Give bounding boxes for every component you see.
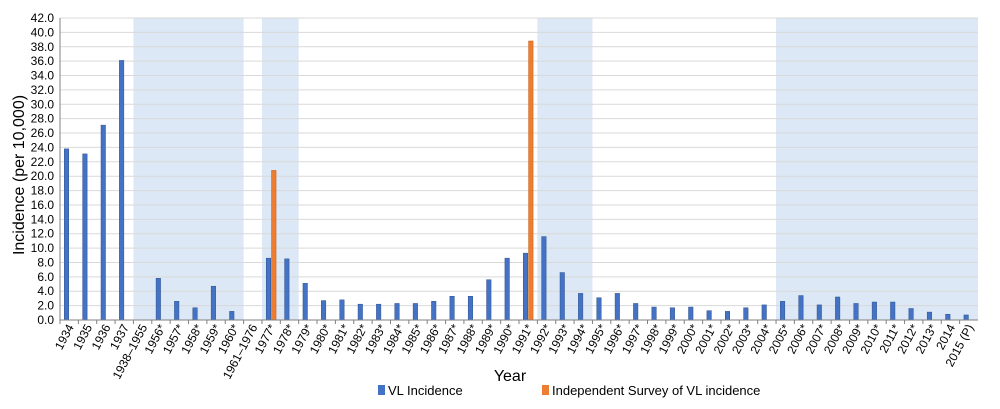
bar-vl-incidence-46 — [908, 308, 914, 321]
y-tick-label: 0.0 — [37, 313, 54, 327]
legend: VL Incidence Independent Survey of VL in… — [378, 383, 760, 398]
bar-vl-incidence-44 — [871, 301, 877, 321]
bar-vl-incidence-1 — [82, 153, 88, 321]
bar-vl-incidence-3 — [119, 60, 125, 321]
y-axis-title: Incidence (per 10,000) — [11, 95, 28, 255]
bar-vl-incidence-9 — [229, 311, 235, 321]
bar-vl-incidence-22 — [467, 296, 473, 321]
bar-vl-incidence-7 — [192, 307, 198, 321]
bar-vl-incidence-43 — [853, 303, 859, 321]
bar-vl-incidence-49 — [963, 314, 969, 321]
bar-vl-incidence-24 — [504, 257, 510, 321]
bar-vl-incidence-20 — [431, 301, 437, 321]
bar-vl-incidence-42 — [835, 296, 841, 321]
y-tick-label: 2.0 — [37, 299, 54, 313]
y-tick-label: 24.0 — [31, 140, 55, 154]
bar-vl-incidence-13 — [302, 283, 308, 321]
shaded-periods — [133, 18, 978, 320]
bar-vl-incidence-45 — [890, 301, 896, 321]
bar-vl-incidence-31 — [633, 303, 639, 321]
y-tick-label: 38.0 — [31, 40, 55, 54]
bar-vl-incidence-12 — [284, 258, 290, 321]
bar-vl-incidence-5 — [155, 278, 161, 321]
bar-vl-incidence-8 — [210, 285, 216, 321]
x-axis-title: Year — [494, 368, 527, 385]
bars — [64, 40, 969, 321]
legend-swatch-vl-incidence — [378, 385, 385, 395]
bar-vl-incidence-25 — [523, 252, 529, 321]
bar-vl-incidence-17 — [376, 303, 382, 321]
bar-vl-incidence-47 — [926, 311, 932, 321]
y-tick-label: 14.0 — [31, 212, 55, 226]
shaded-period-4 — [776, 18, 978, 320]
y-tick-label: 28.0 — [31, 112, 55, 126]
y-tick-label: 4.0 — [37, 284, 54, 298]
bar-vl-incidence-18 — [394, 303, 400, 321]
bar-vl-incidence-19 — [412, 303, 418, 321]
bar-vl-incidence-30 — [614, 293, 620, 321]
y-tick-labels: 0.02.04.06.08.010.012.014.016.018.020.02… — [31, 11, 55, 327]
bar-vl-incidence-29 — [596, 297, 602, 321]
bar-vl-incidence-27 — [559, 272, 565, 321]
bar-vl-incidence-21 — [449, 296, 455, 321]
legend-swatch-independent-survey — [542, 385, 549, 395]
bar-vl-incidence-15 — [339, 299, 345, 321]
bar-vl-incidence-48 — [945, 313, 951, 321]
y-tick-label: 12.0 — [31, 227, 55, 241]
y-tick-label: 6.0 — [37, 270, 54, 284]
y-tick-label: 40.0 — [31, 25, 55, 39]
gridlines — [60, 17, 978, 321]
y-tick-label: 18.0 — [31, 184, 55, 198]
bar-vl-incidence-34 — [688, 306, 694, 321]
bar-vl-incidence-28 — [578, 293, 584, 321]
bar-independent-survey-25 — [528, 40, 534, 321]
y-tick-label: 26.0 — [31, 126, 55, 140]
y-tick-label: 16.0 — [31, 198, 55, 212]
y-tick-label: 8.0 — [37, 255, 54, 269]
bar-vl-incidence-14 — [321, 300, 327, 321]
shaded-period-3 — [537, 18, 593, 320]
y-tick-label: 10.0 — [31, 241, 55, 255]
bar-vl-incidence-38 — [761, 304, 767, 321]
y-tick-label: 34.0 — [31, 69, 55, 83]
y-tick-label: 36.0 — [31, 54, 55, 68]
bar-vl-incidence-33 — [669, 307, 675, 321]
bar-vl-incidence-26 — [541, 236, 547, 321]
y-tick-label: 32.0 — [31, 83, 55, 97]
axes — [59, 18, 978, 324]
shaded-period-1 — [133, 18, 244, 320]
legend-label-vl-incidence: VL Incidence — [388, 383, 463, 398]
bar-vl-incidence-37 — [743, 307, 749, 321]
bar-vl-incidence-0 — [64, 148, 70, 321]
bar-vl-incidence-40 — [798, 295, 804, 321]
bar-independent-survey-11 — [271, 170, 277, 321]
bar-vl-incidence-41 — [816, 304, 822, 321]
y-tick-label: 42.0 — [31, 11, 55, 25]
bar-vl-incidence-35 — [706, 310, 712, 321]
y-tick-label: 22.0 — [31, 155, 55, 169]
bar-vl-incidence-23 — [486, 279, 492, 321]
bar-vl-incidence-36 — [724, 311, 730, 321]
y-tick-label: 30.0 — [31, 97, 55, 111]
bar-vl-incidence-39 — [780, 301, 786, 321]
bar-vl-incidence-6 — [174, 301, 180, 321]
y-tick-label: 20.0 — [31, 169, 55, 183]
bar-vl-incidence-32 — [651, 306, 657, 321]
bar-vl-incidence-2 — [100, 124, 106, 321]
legend-label-independent-survey: Independent Survey of VL incidence — [552, 383, 760, 398]
bar-vl-incidence-11 — [265, 257, 271, 321]
bar-vl-incidence-16 — [357, 303, 363, 321]
